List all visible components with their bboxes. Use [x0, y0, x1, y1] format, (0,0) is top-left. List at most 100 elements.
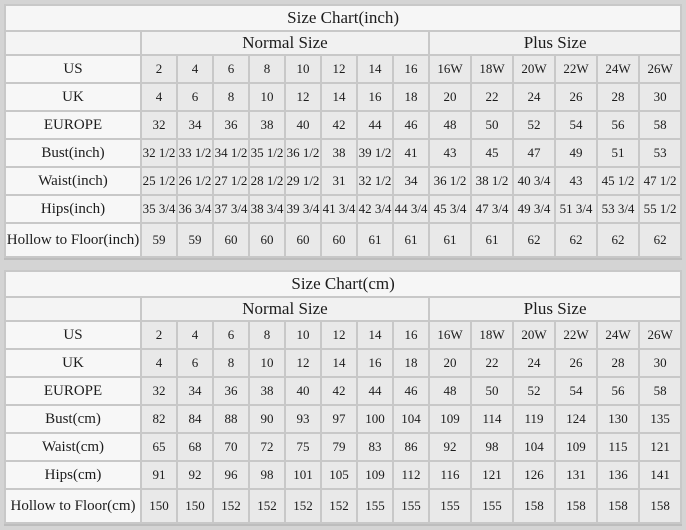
table-row-waist-inch: Waist(inch) 25 1/2 26 1/2 27 1/2 28 1/2 29 1/…: [6, 168, 681, 194]
table-row-uk: UK 4 6 8 10 12 14 16 18 20 22 24 26 28 30: [6, 350, 681, 376]
size-cell: 83: [358, 434, 392, 460]
size-cell: 12: [322, 56, 356, 82]
size-cell: 131: [556, 462, 596, 488]
size-cell: 126: [514, 462, 554, 488]
size-cell: 79: [322, 434, 356, 460]
table-row-waist-cm: Waist(cm) 65 68 70 72 75 79 83 86 92 98 104 109 115 12…: [6, 434, 681, 460]
size-cell: 2: [142, 322, 176, 348]
size-cell: 155: [472, 490, 512, 522]
size-cell: 12: [286, 350, 320, 376]
table-row-bust-inch: Bust(inch) 32 1/2 33 1/2 34 1/2 35 1/2 36 1/2…: [6, 140, 681, 166]
size-cell: 48: [430, 112, 470, 138]
corner-cell: [6, 298, 140, 320]
size-cell: 141: [640, 462, 681, 488]
size-cell: 20W: [514, 56, 554, 82]
plus-size-header: Plus Size: [430, 32, 681, 54]
size-cell: 47 1/2: [640, 168, 681, 194]
size-cell: 6: [214, 56, 248, 82]
size-cell: 32: [142, 112, 176, 138]
size-cell: 36: [214, 378, 248, 404]
size-cell: 6: [214, 322, 248, 348]
size-cell: 40: [286, 112, 320, 138]
size-cell: 14: [322, 350, 356, 376]
size-cell: 36: [214, 112, 248, 138]
size-cell: 16: [358, 84, 392, 110]
size-cell: 62: [640, 224, 681, 256]
size-cell: 65: [142, 434, 176, 460]
size-cell: 96: [214, 462, 248, 488]
size-cell: 116: [430, 462, 470, 488]
size-cell: 26: [556, 350, 596, 376]
size-cell: 37 3/4: [214, 196, 248, 222]
size-cell: 53 3/4: [598, 196, 638, 222]
size-cell: 150: [178, 490, 212, 522]
size-cell: 6: [178, 84, 212, 110]
size-cell: 34: [178, 112, 212, 138]
size-cell: 33 1/2: [178, 140, 212, 166]
size-cell: 27 1/2: [214, 168, 248, 194]
size-cell: 29 1/2: [286, 168, 320, 194]
size-cell: 38 1/2: [472, 168, 512, 194]
size-cell: 62: [598, 224, 638, 256]
size-cell: 16: [394, 56, 428, 82]
size-cell: 152: [286, 490, 320, 522]
row-label: Hips(cm): [6, 462, 140, 488]
size-cell: 47: [514, 140, 554, 166]
size-cell: 44 3/4: [394, 196, 428, 222]
size-cell: 45 1/2: [598, 168, 638, 194]
size-cell: 53: [640, 140, 681, 166]
size-cell: 14: [322, 84, 356, 110]
row-label: Waist(inch): [6, 168, 140, 194]
size-cell: 91: [142, 462, 176, 488]
size-cell: 88: [214, 406, 248, 432]
size-cell: 72: [250, 434, 284, 460]
table-title-row: Size Chart(cm): [6, 272, 681, 296]
size-cell: 10: [250, 84, 284, 110]
size-cell: 26 1/2: [178, 168, 212, 194]
size-cell: 16: [394, 322, 428, 348]
size-cell: 56: [598, 378, 638, 404]
size-cell: 36 3/4: [178, 196, 212, 222]
size-cell: 49 3/4: [514, 196, 554, 222]
size-cell: 34: [178, 378, 212, 404]
row-label: Hollow to Floor(inch): [6, 224, 140, 256]
size-cell: 35 1/2: [250, 140, 284, 166]
size-cell: 114: [472, 406, 512, 432]
size-cell: 38 3/4: [250, 196, 284, 222]
size-cell: 30: [640, 350, 681, 376]
size-cell: 41 3/4: [322, 196, 356, 222]
size-cell: 31: [322, 168, 356, 194]
corner-cell: [6, 32, 140, 54]
size-cell: 100: [358, 406, 392, 432]
size-cell: 98: [250, 462, 284, 488]
table-title: Size Chart(cm): [6, 272, 681, 296]
size-cell: 158: [514, 490, 554, 522]
size-cell: 97: [322, 406, 356, 432]
size-cell: 18W: [472, 56, 512, 82]
normal-size-header: Normal Size: [142, 32, 428, 54]
size-cell: 20: [430, 350, 470, 376]
size-cell: 135: [640, 406, 681, 432]
size-cell: 112: [394, 462, 428, 488]
size-cell: 124: [556, 406, 596, 432]
size-cell: 43: [556, 168, 596, 194]
size-cell: 38: [322, 140, 356, 166]
row-label: Hips(inch): [6, 196, 140, 222]
size-cell: 62: [556, 224, 596, 256]
size-cell: 18: [394, 84, 428, 110]
size-cell: 18W: [472, 322, 512, 348]
size-cell: 92: [178, 462, 212, 488]
size-cell: 26W: [640, 56, 681, 82]
row-label: Bust(inch): [6, 140, 140, 166]
size-cell: 119: [514, 406, 554, 432]
size-cell: 26W: [640, 322, 681, 348]
size-cell: 52: [514, 378, 554, 404]
row-label: EUROPE: [6, 112, 140, 138]
size-cell: 46: [394, 112, 428, 138]
size-cell: 61: [430, 224, 470, 256]
size-cell: 42: [322, 112, 356, 138]
size-cell: 101: [286, 462, 320, 488]
size-cell: 82: [142, 406, 176, 432]
size-cell: 42 3/4: [358, 196, 392, 222]
size-cell: 60: [286, 224, 320, 256]
